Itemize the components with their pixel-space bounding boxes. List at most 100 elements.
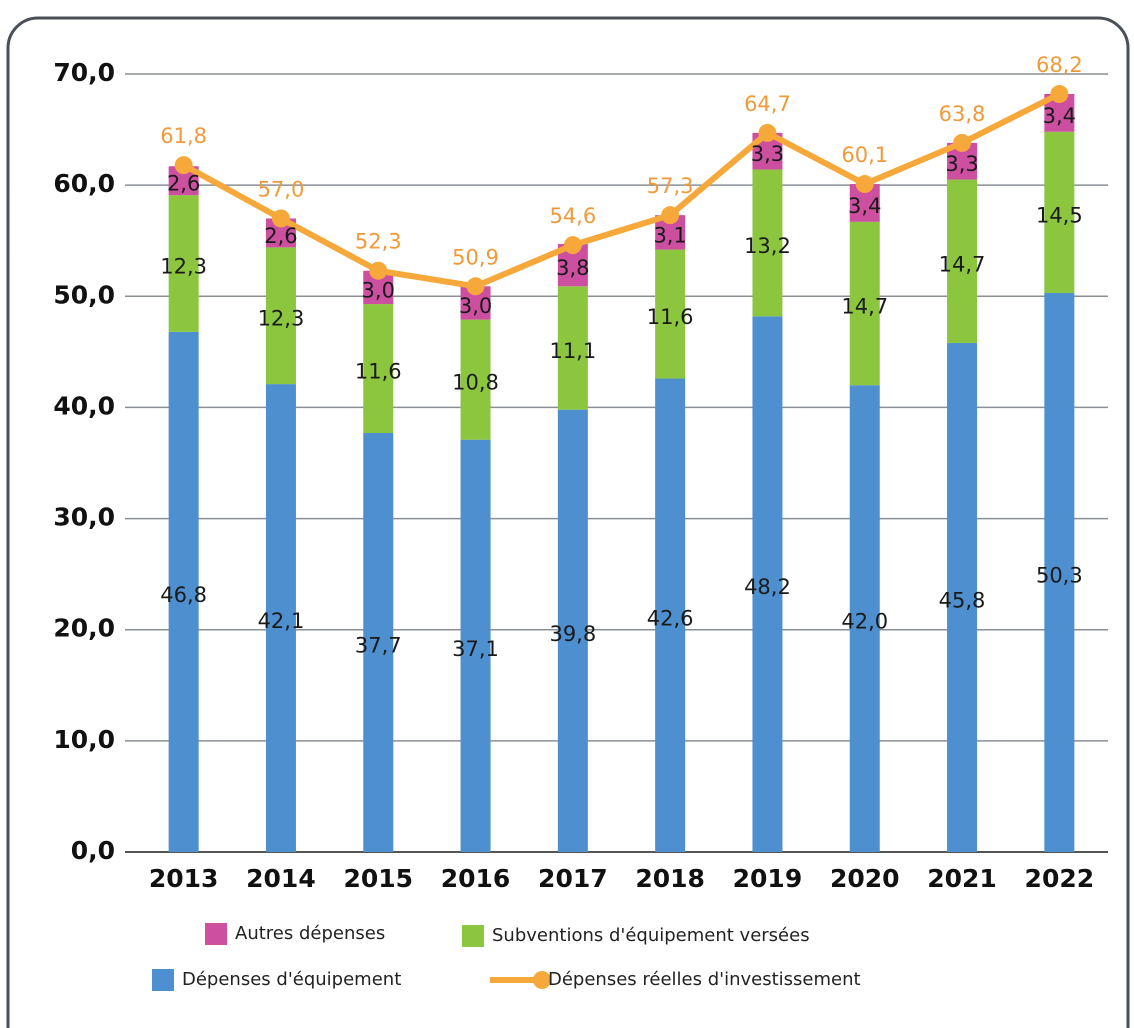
bar-value-label: 14,7	[939, 252, 986, 276]
bar-value-label: 14,5	[1036, 203, 1083, 227]
x-tick-label: 2016	[441, 864, 511, 893]
bar-value-label: 42,6	[647, 606, 694, 630]
bar-value-label: 3,1	[653, 223, 686, 247]
bar-segment	[655, 378, 686, 852]
bar-segment	[168, 195, 199, 332]
bar-value-label: 3,4	[1043, 104, 1076, 128]
legend-label: Autres dépenses	[235, 923, 385, 944]
bar-value-label: 45,8	[939, 588, 986, 612]
legend: Dépenses d'équipement Subventions d'équip…	[152, 923, 861, 991]
x-tick-label: 2017	[538, 864, 608, 893]
point	[661, 206, 680, 225]
bar-value-label: 39,8	[549, 622, 596, 646]
x-tick-label: 2013	[149, 864, 219, 893]
bar-segment	[947, 342, 978, 852]
y-tick-label: 30,0	[53, 503, 115, 532]
bar-segment	[168, 331, 199, 852]
x-tick-label: 2020	[830, 864, 900, 893]
point	[466, 277, 485, 296]
bar-value-label: 48,2	[744, 575, 791, 599]
bar-segment	[849, 385, 880, 852]
bar-value-label: 12,3	[258, 307, 305, 331]
bar-value-label: 2,6	[167, 172, 200, 196]
bar-segment	[460, 319, 491, 440]
line	[182, 91, 1061, 290]
y-tick-label: 20,0	[53, 614, 115, 643]
bar-value-label: 3,0	[459, 294, 492, 318]
grid	[125, 73, 1108, 853]
legend-label: Dépenses d'équipement	[182, 969, 401, 990]
bar-value-label: 50,3	[1036, 563, 1083, 587]
bar-value-label: 3,4	[848, 194, 881, 218]
y-tick-label: 40,0	[53, 391, 115, 420]
bar-segment	[363, 432, 394, 852]
bar-value-label: 2,6	[264, 224, 297, 248]
legend-label: Subventions d'équipement versées	[492, 925, 810, 946]
bar-value-label: 3,0	[362, 278, 395, 302]
bar-value-label: 3,3	[751, 142, 784, 166]
bar-segment	[1044, 292, 1075, 852]
x-tick-label: 2021	[927, 864, 997, 893]
bar-value-label: 3,8	[556, 256, 589, 280]
bar-segment	[1044, 131, 1075, 293]
x-tick-label: 2018	[635, 864, 705, 893]
bar-value-label: 10,8	[452, 371, 499, 395]
x-tick-label: 2019	[733, 864, 803, 893]
y-tick-label: 70,0	[53, 58, 115, 87]
bar-value-label: 46,8	[160, 583, 207, 607]
line-value-label: 57,3	[647, 174, 694, 198]
bar-segment	[265, 384, 296, 852]
line-value-label: 64,7	[744, 92, 791, 116]
y-tick-label: 0,0	[71, 836, 115, 865]
bar-value-label: 42,0	[841, 610, 888, 634]
bar-segment	[849, 221, 880, 386]
bar-segment	[363, 304, 394, 433]
legend-dot	[533, 971, 551, 989]
legend-label: Dépenses réelles d'investissement	[548, 969, 861, 990]
bars	[168, 94, 1075, 852]
line-value-label: 57,0	[258, 177, 305, 201]
line-value-label: 63,8	[939, 102, 986, 126]
line-value-label: 50,9	[452, 245, 499, 269]
point	[953, 133, 972, 152]
bar-value-label: 37,7	[355, 633, 402, 657]
bar-segment	[460, 439, 491, 852]
line-layer	[174, 85, 1069, 296]
y-tick-label: 60,0	[53, 169, 115, 198]
bar-value-label: 13,2	[744, 234, 791, 258]
bar-value-label: 11,1	[549, 339, 596, 363]
bar-segment	[557, 286, 588, 410]
bar-value-label: 42,1	[258, 609, 305, 633]
legend-swatch	[152, 969, 174, 991]
labels: 0,0 10,0 20,0 30,0 40,0 50,0 60,0 70,0 2013 2014 2…	[53, 53, 1094, 893]
legend-swatch	[462, 925, 484, 947]
x-tick-label: 2022	[1025, 864, 1095, 893]
bar-value-label: 14,7	[841, 295, 888, 319]
point	[1050, 85, 1069, 104]
bar-segment	[265, 247, 296, 385]
line-value-label: 52,3	[355, 230, 402, 254]
point	[174, 156, 193, 175]
line-value-label: 61,8	[160, 124, 207, 148]
point	[855, 175, 874, 194]
line-value-label: 68,2	[1036, 53, 1083, 77]
bar-segment	[752, 169, 783, 317]
point	[758, 123, 777, 142]
y-tick-label: 10,0	[53, 725, 115, 754]
point	[369, 261, 388, 280]
line-value-label: 54,6	[549, 204, 596, 228]
bar-segment	[557, 409, 588, 852]
bar-value-label: 37,1	[452, 637, 499, 661]
bar-value-label: 12,3	[160, 254, 207, 278]
bar-segment	[655, 249, 686, 379]
point	[563, 236, 582, 255]
x-tick-label: 2015	[343, 864, 413, 893]
bar-value-label: 3,3	[945, 152, 978, 176]
point	[271, 209, 290, 228]
bar-value-label: 11,6	[647, 305, 694, 329]
y-tick-label: 50,0	[53, 280, 115, 309]
x-tick-label: 2014	[246, 864, 316, 893]
bar-segment	[752, 316, 783, 852]
bar-value-label: 11,6	[355, 360, 402, 384]
